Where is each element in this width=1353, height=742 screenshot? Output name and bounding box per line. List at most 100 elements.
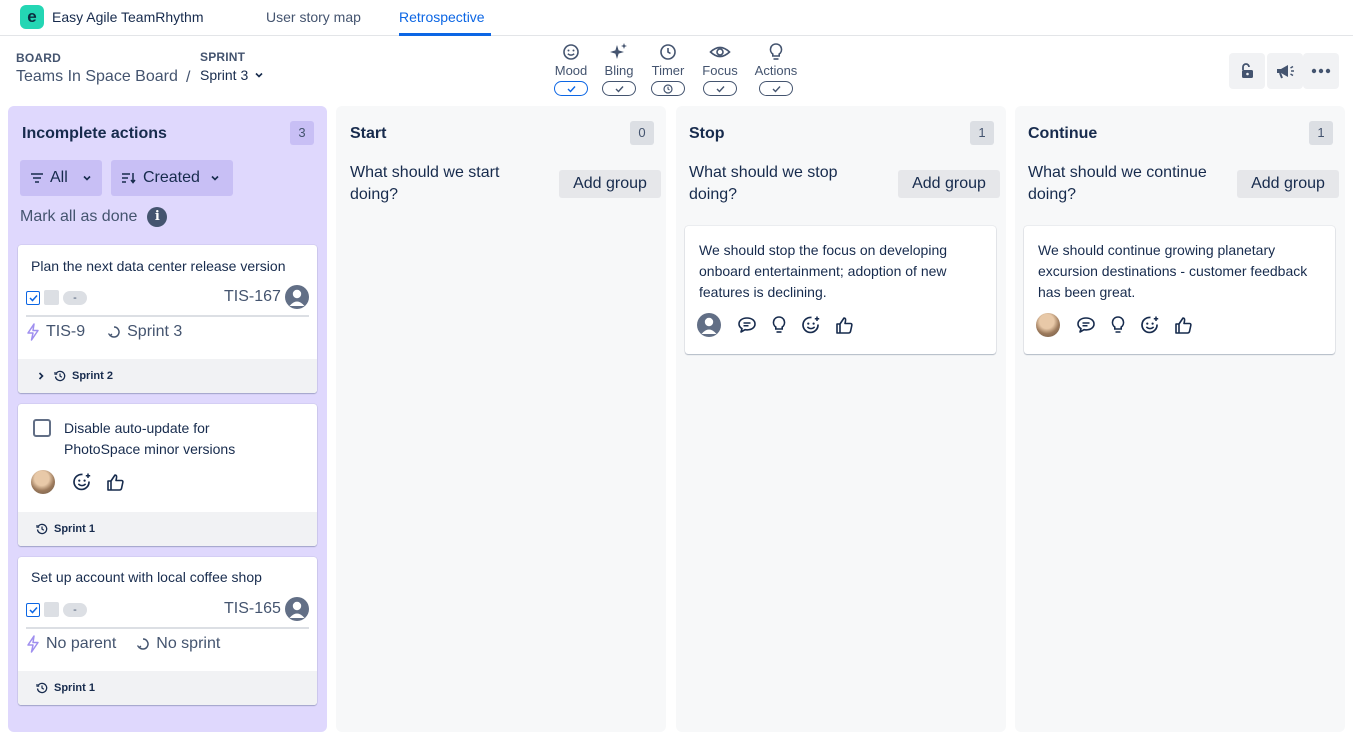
sprint-name: No sprint bbox=[156, 635, 221, 652]
mood-toggle[interactable] bbox=[554, 81, 588, 96]
mark-all-label: Mark all as done bbox=[20, 208, 138, 225]
check-icon bbox=[28, 294, 38, 302]
tab-retrospective[interactable]: Retrospective bbox=[399, 9, 485, 25]
add-group-button[interactable]: Add group bbox=[898, 170, 1000, 198]
action-title: Disable auto-update for PhotoSpace minor… bbox=[64, 420, 236, 457]
sprint-value: Sprint 3 bbox=[200, 67, 249, 83]
sprint-name[interactable]: Sprint 3 bbox=[127, 323, 183, 340]
issue-key[interactable]: TIS-167 bbox=[224, 288, 281, 305]
tool-label: Actions bbox=[754, 63, 798, 78]
status-badge[interactable]: - bbox=[63, 602, 87, 617]
action-card[interactable]: Disable auto-update for PhotoSpace minor… bbox=[18, 404, 317, 546]
sort-icon bbox=[122, 173, 136, 184]
action-title: Plan the next data center release versio… bbox=[31, 258, 286, 274]
sort-created-dropdown[interactable]: Created bbox=[111, 160, 233, 196]
action-card[interactable]: Set up account with local coffee shop - … bbox=[18, 557, 317, 705]
add-group-button[interactable]: Add group bbox=[1237, 170, 1339, 198]
sprint-select[interactable]: Sprint 3 bbox=[200, 67, 264, 83]
comment-icon[interactable] bbox=[737, 316, 757, 334]
card-footer: Sprint 1 bbox=[18, 671, 317, 705]
user-icon bbox=[701, 317, 717, 334]
actions-toggle[interactable] bbox=[759, 81, 793, 96]
add-group-button[interactable]: Add group bbox=[559, 170, 661, 198]
thumbs-up-icon[interactable] bbox=[106, 473, 125, 492]
tool-actions[interactable]: Actions bbox=[748, 42, 804, 96]
more-button[interactable] bbox=[1303, 53, 1339, 89]
avatar[interactable] bbox=[31, 470, 55, 494]
column-title: Continue bbox=[1028, 125, 1098, 142]
unchecked-checkbox[interactable] bbox=[33, 419, 51, 437]
breadcrumb-separator: / bbox=[186, 69, 191, 86]
checked-checkbox[interactable] bbox=[26, 602, 40, 617]
add-reaction-icon[interactable] bbox=[801, 315, 821, 335]
check-icon bbox=[615, 85, 624, 93]
column-title: Stop bbox=[689, 125, 725, 142]
tool-bling[interactable]: Bling bbox=[591, 42, 647, 96]
lightbulb-icon[interactable] bbox=[1110, 315, 1126, 335]
check-icon bbox=[716, 85, 725, 93]
column-prompt: What should we start doing? bbox=[350, 164, 500, 203]
clock-icon bbox=[660, 44, 676, 60]
announce-button[interactable] bbox=[1267, 53, 1303, 89]
avatar[interactable] bbox=[285, 285, 309, 309]
user-icon bbox=[289, 601, 305, 618]
card-footer[interactable]: Sprint 2 bbox=[18, 359, 317, 393]
filter-icon bbox=[31, 173, 43, 183]
info-icon[interactable]: i bbox=[147, 207, 168, 227]
footer-sprint: Sprint 1 bbox=[54, 682, 95, 694]
sparkle-icon bbox=[610, 43, 627, 59]
avatar[interactable] bbox=[697, 313, 721, 337]
tool-focus[interactable]: Focus bbox=[692, 42, 748, 96]
retro-card-text: We should stop the focus on developing o… bbox=[699, 242, 948, 300]
status-badge[interactable]: - bbox=[63, 290, 87, 305]
column-continue bbox=[1015, 106, 1345, 732]
filter-all-dropdown[interactable]: All bbox=[20, 160, 102, 196]
priority-icon bbox=[44, 290, 59, 305]
mark-all-done[interactable]: Mark all as done i bbox=[20, 207, 168, 227]
column-prompt: What should we stop doing? bbox=[689, 164, 838, 203]
column-prompt: What should we continue doing? bbox=[1028, 164, 1207, 203]
checked-checkbox[interactable] bbox=[26, 290, 40, 305]
tab-user-story-map[interactable]: User story map bbox=[266, 9, 361, 25]
sprint-icon bbox=[108, 326, 120, 338]
chevron-down-icon bbox=[211, 175, 219, 181]
column-title: Incomplete actions bbox=[22, 125, 167, 142]
lightbulb-icon[interactable] bbox=[771, 315, 787, 335]
add-reaction-icon[interactable] bbox=[1140, 315, 1160, 335]
action-card[interactable]: Plan the next data center release versio… bbox=[18, 245, 317, 393]
history-icon bbox=[36, 682, 48, 694]
focus-toggle[interactable] bbox=[703, 81, 737, 96]
avatar[interactable] bbox=[285, 597, 309, 621]
parent-key[interactable]: TIS-9 bbox=[46, 323, 86, 340]
sprint-label: SPRINT bbox=[200, 50, 246, 64]
check-icon bbox=[28, 606, 38, 614]
column-stop bbox=[676, 106, 1006, 732]
column-count: 3 bbox=[290, 121, 314, 145]
timer-toggle[interactable] bbox=[651, 81, 685, 96]
check-icon bbox=[567, 85, 576, 93]
add-reaction-icon[interactable] bbox=[72, 472, 92, 492]
more-icon bbox=[1311, 68, 1331, 74]
card-footer: Sprint 1 bbox=[18, 512, 317, 546]
tool-label: Focus bbox=[702, 63, 738, 78]
tool-mood[interactable]: Mood bbox=[543, 42, 599, 96]
priority-icon bbox=[44, 602, 59, 617]
tool-label: Timer bbox=[651, 63, 685, 78]
bling-toggle[interactable] bbox=[602, 81, 636, 96]
issue-key[interactable]: TIS-165 bbox=[224, 600, 281, 617]
comment-icon[interactable] bbox=[1076, 316, 1096, 334]
board-name[interactable]: Teams In Space Board bbox=[16, 68, 178, 85]
active-tab-indicator bbox=[399, 33, 491, 36]
thumbs-up-icon[interactable] bbox=[1174, 316, 1193, 335]
app-name[interactable]: Easy Agile TeamRhythm bbox=[52, 9, 204, 25]
top-nav: e Easy Agile TeamRhythm User story map R… bbox=[0, 0, 1353, 36]
thumbs-up-icon[interactable] bbox=[835, 316, 854, 335]
avatar[interactable] bbox=[1036, 313, 1060, 337]
unlock-button[interactable] bbox=[1229, 53, 1265, 89]
tool-timer[interactable]: Timer bbox=[640, 42, 696, 96]
retro-card[interactable]: We should stop the focus on developing o… bbox=[685, 226, 996, 354]
user-icon bbox=[289, 289, 305, 306]
sort-label: Created bbox=[143, 169, 200, 186]
retro-card[interactable]: We should continue growing planetary exc… bbox=[1024, 226, 1335, 354]
lightning-icon bbox=[27, 323, 39, 341]
